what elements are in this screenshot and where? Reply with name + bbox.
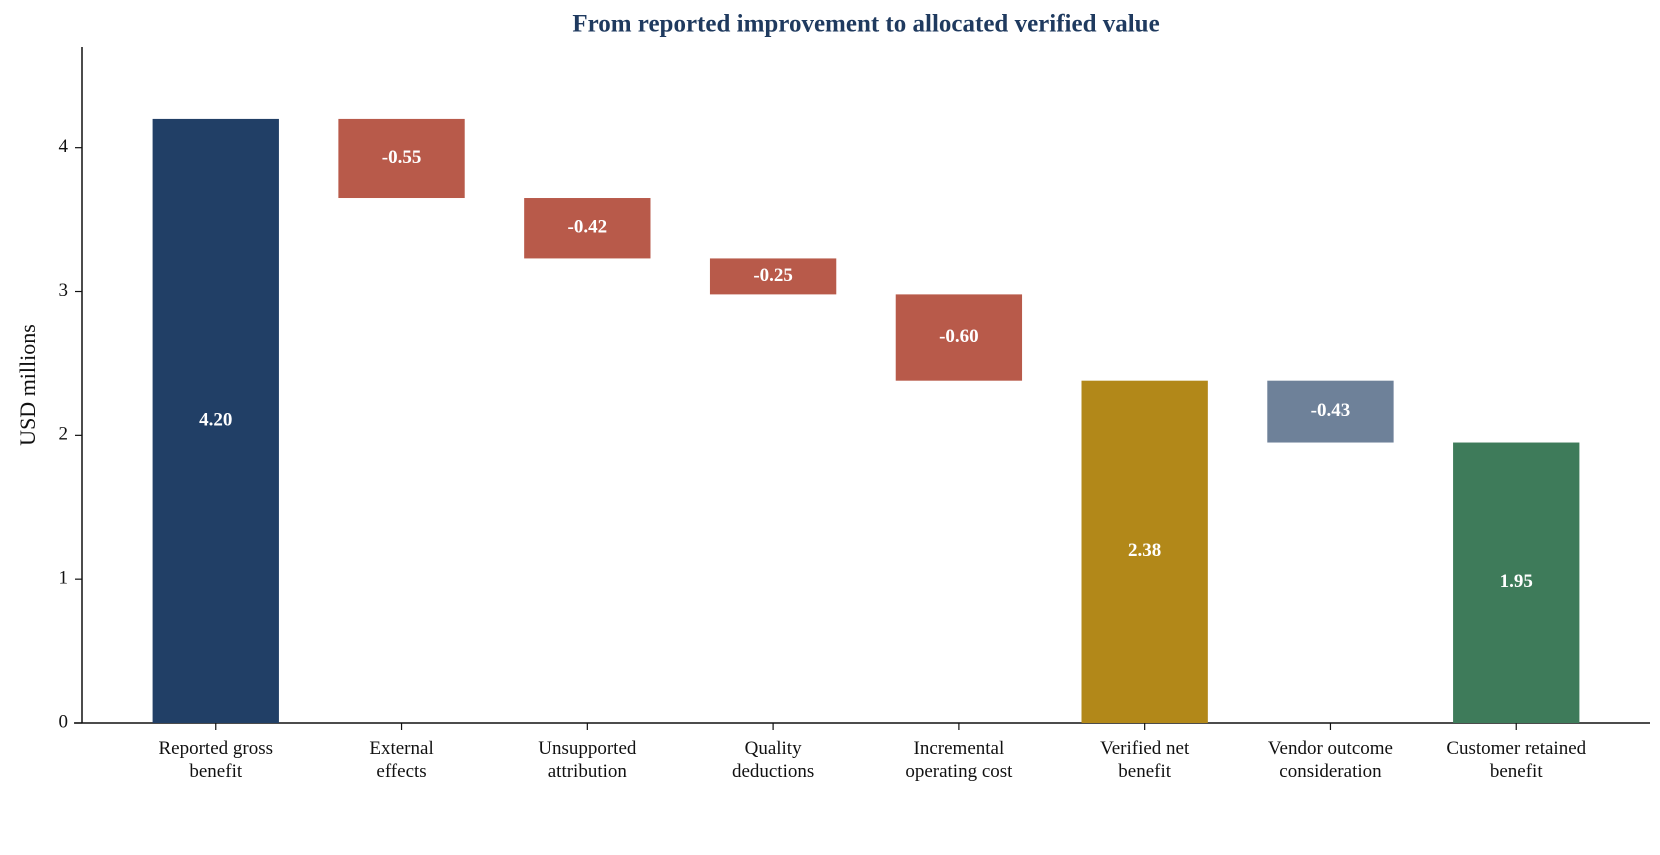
y-axis-label: USD millions	[15, 324, 40, 446]
value-label: -0.43	[1311, 400, 1351, 421]
bar	[524, 198, 651, 259]
y-tick-label: 1	[59, 568, 69, 589]
bar	[895, 294, 1023, 381]
bar	[152, 118, 279, 723]
bar	[1081, 380, 1208, 723]
x-tick-label: Customer retained benefit	[1446, 738, 1586, 782]
value-label: -0.55	[382, 147, 422, 168]
value-label: -0.60	[939, 326, 979, 347]
x-tick-label: Vendor outcome consideration	[1268, 738, 1393, 782]
x-tick-label: Unsupported attribution	[538, 738, 637, 782]
y-tick-label: 3	[59, 280, 69, 301]
value-label: 2.38	[1128, 540, 1161, 561]
x-tick-label: Reported gross benefit	[159, 738, 274, 782]
chart-title: From reported improvement to allocated v…	[572, 11, 1159, 38]
y-tick-label: 2	[59, 424, 69, 445]
x-tick-label: Verified net benefit	[1100, 738, 1190, 782]
value-label: 4.20	[199, 409, 232, 430]
bar	[338, 118, 465, 199]
bar	[709, 258, 837, 295]
y-tick-label: 4	[59, 136, 69, 157]
value-label: 1.95	[1500, 571, 1533, 592]
x-tick-label: Quality deductions	[732, 738, 814, 782]
value-label: -0.25	[753, 265, 793, 286]
bar	[1453, 442, 1580, 723]
value-label: -0.42	[568, 217, 608, 238]
y-tick-label: 0	[59, 711, 69, 732]
x-tick-label: Incremental operating cost	[905, 738, 1013, 782]
x-tick-label: External effects	[369, 738, 433, 782]
bar	[1267, 380, 1394, 443]
